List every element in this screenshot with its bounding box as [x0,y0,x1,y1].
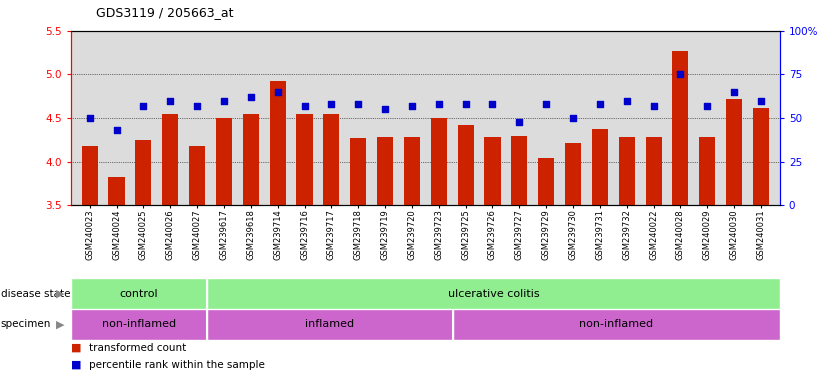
Text: ▶: ▶ [56,289,64,299]
Bar [485,137,500,205]
Bar [699,137,716,205]
Bar [377,137,393,205]
Bar [726,99,742,205]
Text: GDS3119 / 205663_at: GDS3119 / 205663_at [96,6,234,19]
Point [459,101,472,107]
Point [647,103,661,109]
Point [754,98,767,104]
Bar [71,309,207,340]
Bar [71,278,207,309]
Bar [458,125,474,205]
Text: ulcerative colitis: ulcerative colitis [448,289,540,299]
Bar [619,137,635,205]
Text: percentile rank within the sample: percentile rank within the sample [89,360,265,370]
Bar [453,309,780,340]
Bar [511,136,527,205]
Bar [592,129,608,205]
Bar [108,177,124,205]
Bar [296,114,313,205]
Point [405,103,419,109]
Point [620,98,633,104]
Point [163,98,177,104]
Bar [207,278,780,309]
Point [701,103,714,109]
Point [324,101,338,107]
Point [218,98,231,104]
Text: non-inflamed: non-inflamed [102,319,176,329]
Point [674,71,687,78]
Text: non-inflamed: non-inflamed [579,319,653,329]
Text: inflamed: inflamed [305,319,354,329]
Bar [538,158,555,205]
Text: disease state: disease state [1,289,70,299]
Point [485,101,499,107]
Text: ■: ■ [71,360,82,370]
Point [432,101,445,107]
Bar [216,118,232,205]
Bar [404,137,420,205]
Point [566,115,580,121]
Bar [162,114,178,205]
Bar [269,81,286,205]
Bar [646,137,661,205]
Bar [243,114,259,205]
Bar [565,143,581,205]
Bar [672,51,689,205]
Point [727,89,741,95]
Bar [324,114,339,205]
Bar [430,118,447,205]
Bar [189,146,205,205]
Bar [207,309,453,340]
Point [540,101,553,107]
Point [379,106,392,113]
Point [137,103,150,109]
Point [190,103,203,109]
Bar [753,108,769,205]
Point [298,103,311,109]
Bar [135,140,152,205]
Point [271,89,284,95]
Point [110,127,123,133]
Text: control: control [120,289,158,299]
Text: ▶: ▶ [56,319,64,329]
Point [244,94,258,100]
Bar [82,146,98,205]
Text: transformed count: transformed count [89,343,187,353]
Point [513,119,526,125]
Bar [350,138,366,205]
Point [593,101,606,107]
Point [352,101,365,107]
Text: ■: ■ [71,343,82,353]
Text: specimen: specimen [1,319,51,329]
Point [83,115,97,121]
